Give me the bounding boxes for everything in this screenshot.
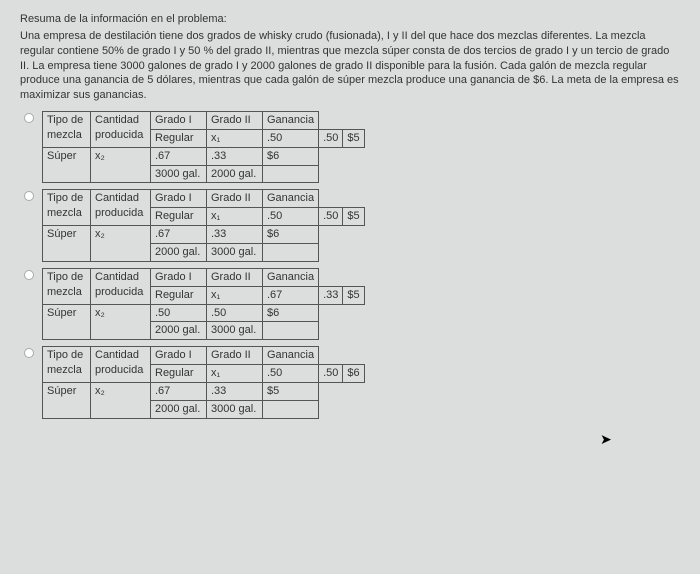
col-header-tipo: Tipo de mezcla bbox=[43, 112, 91, 148]
cell-value: .50 bbox=[263, 365, 319, 383]
cell-total: 3000 gal. bbox=[207, 400, 263, 418]
col-header-grado1: Grado I bbox=[151, 112, 207, 130]
cell-value: .67 bbox=[151, 382, 207, 400]
col-header-cantidad: Cantidad producida bbox=[91, 112, 151, 148]
cell-value: $6 bbox=[343, 365, 364, 383]
cursor-icon: ➤ bbox=[600, 430, 612, 449]
cell-total: 2000 gal. bbox=[151, 322, 207, 340]
col-header-tipo: Tipo de mezcla bbox=[43, 190, 91, 226]
col-header-grado2: Grado II bbox=[207, 347, 263, 365]
cell-value: $6 bbox=[263, 304, 319, 322]
row-regular-label: Regular bbox=[151, 208, 207, 226]
cell-empty bbox=[263, 243, 319, 261]
row-regular-var: x₁ bbox=[207, 286, 263, 304]
cell-value: .33 bbox=[207, 382, 263, 400]
col-header-grado1: Grado I bbox=[151, 268, 207, 286]
col-header-cantidad: Cantidad producida bbox=[91, 347, 151, 383]
row-regular-var: x₁ bbox=[207, 129, 263, 147]
cell-total: 3000 gal. bbox=[207, 322, 263, 340]
cell-value: $5 bbox=[343, 286, 364, 304]
option-table: Tipo de mezcla Cantidad producida Grado … bbox=[42, 268, 365, 340]
cell-total: 2000 gal. bbox=[151, 243, 207, 261]
row-regular-label: Regular bbox=[151, 365, 207, 383]
cell-total: 3000 gal. bbox=[207, 243, 263, 261]
problem-description: Una empresa de destilación tiene dos gra… bbox=[20, 29, 680, 103]
row-super-var: x₂ bbox=[91, 226, 151, 262]
cell-value: .67 bbox=[263, 286, 319, 304]
option-1[interactable]: Tipo de mezcla Cantidad producida Grado … bbox=[24, 111, 680, 183]
col-header-grado1: Grado I bbox=[151, 347, 207, 365]
cell-value: .33 bbox=[207, 147, 263, 165]
radio-icon[interactable] bbox=[24, 191, 34, 201]
row-super-var: x₂ bbox=[91, 147, 151, 183]
cell-total: 2000 gal. bbox=[151, 400, 207, 418]
option-3[interactable]: Tipo de mezcla Cantidad producida Grado … bbox=[24, 268, 680, 340]
cell-value: .50 bbox=[319, 365, 343, 383]
col-header-grado2: Grado II bbox=[207, 268, 263, 286]
col-header-ganancia: Ganancia bbox=[263, 347, 319, 365]
cell-value: .50 bbox=[263, 208, 319, 226]
row-regular-var: x₁ bbox=[207, 208, 263, 226]
col-header-ganancia: Ganancia bbox=[263, 190, 319, 208]
row-super-label: Súper bbox=[43, 226, 91, 262]
option-table: Tipo de mezcla Cantidad producida Grado … bbox=[42, 111, 365, 183]
cell-value: $6 bbox=[263, 226, 319, 244]
cell-value: .67 bbox=[151, 147, 207, 165]
col-header-grado1: Grado I bbox=[151, 190, 207, 208]
cell-value: .33 bbox=[207, 226, 263, 244]
cell-value: .67 bbox=[151, 226, 207, 244]
row-regular-label: Regular bbox=[151, 286, 207, 304]
option-2[interactable]: Tipo de mezcla Cantidad producida Grado … bbox=[24, 189, 680, 261]
cell-value: $5 bbox=[343, 208, 364, 226]
cell-value: .50 bbox=[319, 129, 343, 147]
row-super-label: Súper bbox=[43, 147, 91, 183]
radio-icon[interactable] bbox=[24, 348, 34, 358]
row-super-var: x₂ bbox=[91, 382, 151, 418]
col-header-tipo: Tipo de mezcla bbox=[43, 268, 91, 304]
col-header-tipo: Tipo de mezcla bbox=[43, 347, 91, 383]
cell-total: 3000 gal. bbox=[151, 165, 207, 183]
option-table: Tipo de mezcla Cantidad producida Grado … bbox=[42, 189, 365, 261]
cell-value: .33 bbox=[319, 286, 343, 304]
cell-total: 2000 gal. bbox=[207, 165, 263, 183]
col-header-grado2: Grado II bbox=[207, 190, 263, 208]
col-header-cantidad: Cantidad producida bbox=[91, 190, 151, 226]
problem-title: Resuma de la información en el problema: bbox=[20, 12, 680, 27]
cell-value: .50 bbox=[263, 129, 319, 147]
cell-value: $5 bbox=[343, 129, 364, 147]
row-super-label: Súper bbox=[43, 382, 91, 418]
radio-icon[interactable] bbox=[24, 113, 34, 123]
cell-value: .50 bbox=[151, 304, 207, 322]
row-regular-label: Regular bbox=[151, 129, 207, 147]
cell-value: .50 bbox=[207, 304, 263, 322]
row-super-var: x₂ bbox=[91, 304, 151, 340]
col-header-ganancia: Ganancia bbox=[263, 268, 319, 286]
problem-header: Resuma de la información en el problema:… bbox=[20, 12, 680, 103]
cell-value: .50 bbox=[319, 208, 343, 226]
cell-empty bbox=[263, 322, 319, 340]
cell-empty bbox=[263, 400, 319, 418]
cell-value: $5 bbox=[263, 382, 319, 400]
option-4[interactable]: Tipo de mezcla Cantidad producida Grado … bbox=[24, 346, 680, 418]
col-header-cantidad: Cantidad producida bbox=[91, 268, 151, 304]
cell-empty bbox=[263, 165, 319, 183]
row-super-label: Súper bbox=[43, 304, 91, 340]
cell-value: $6 bbox=[263, 147, 319, 165]
row-regular-var: x₁ bbox=[207, 365, 263, 383]
radio-icon[interactable] bbox=[24, 270, 34, 280]
col-header-ganancia: Ganancia bbox=[263, 112, 319, 130]
option-table: Tipo de mezcla Cantidad producida Grado … bbox=[42, 346, 365, 418]
col-header-grado2: Grado II bbox=[207, 112, 263, 130]
